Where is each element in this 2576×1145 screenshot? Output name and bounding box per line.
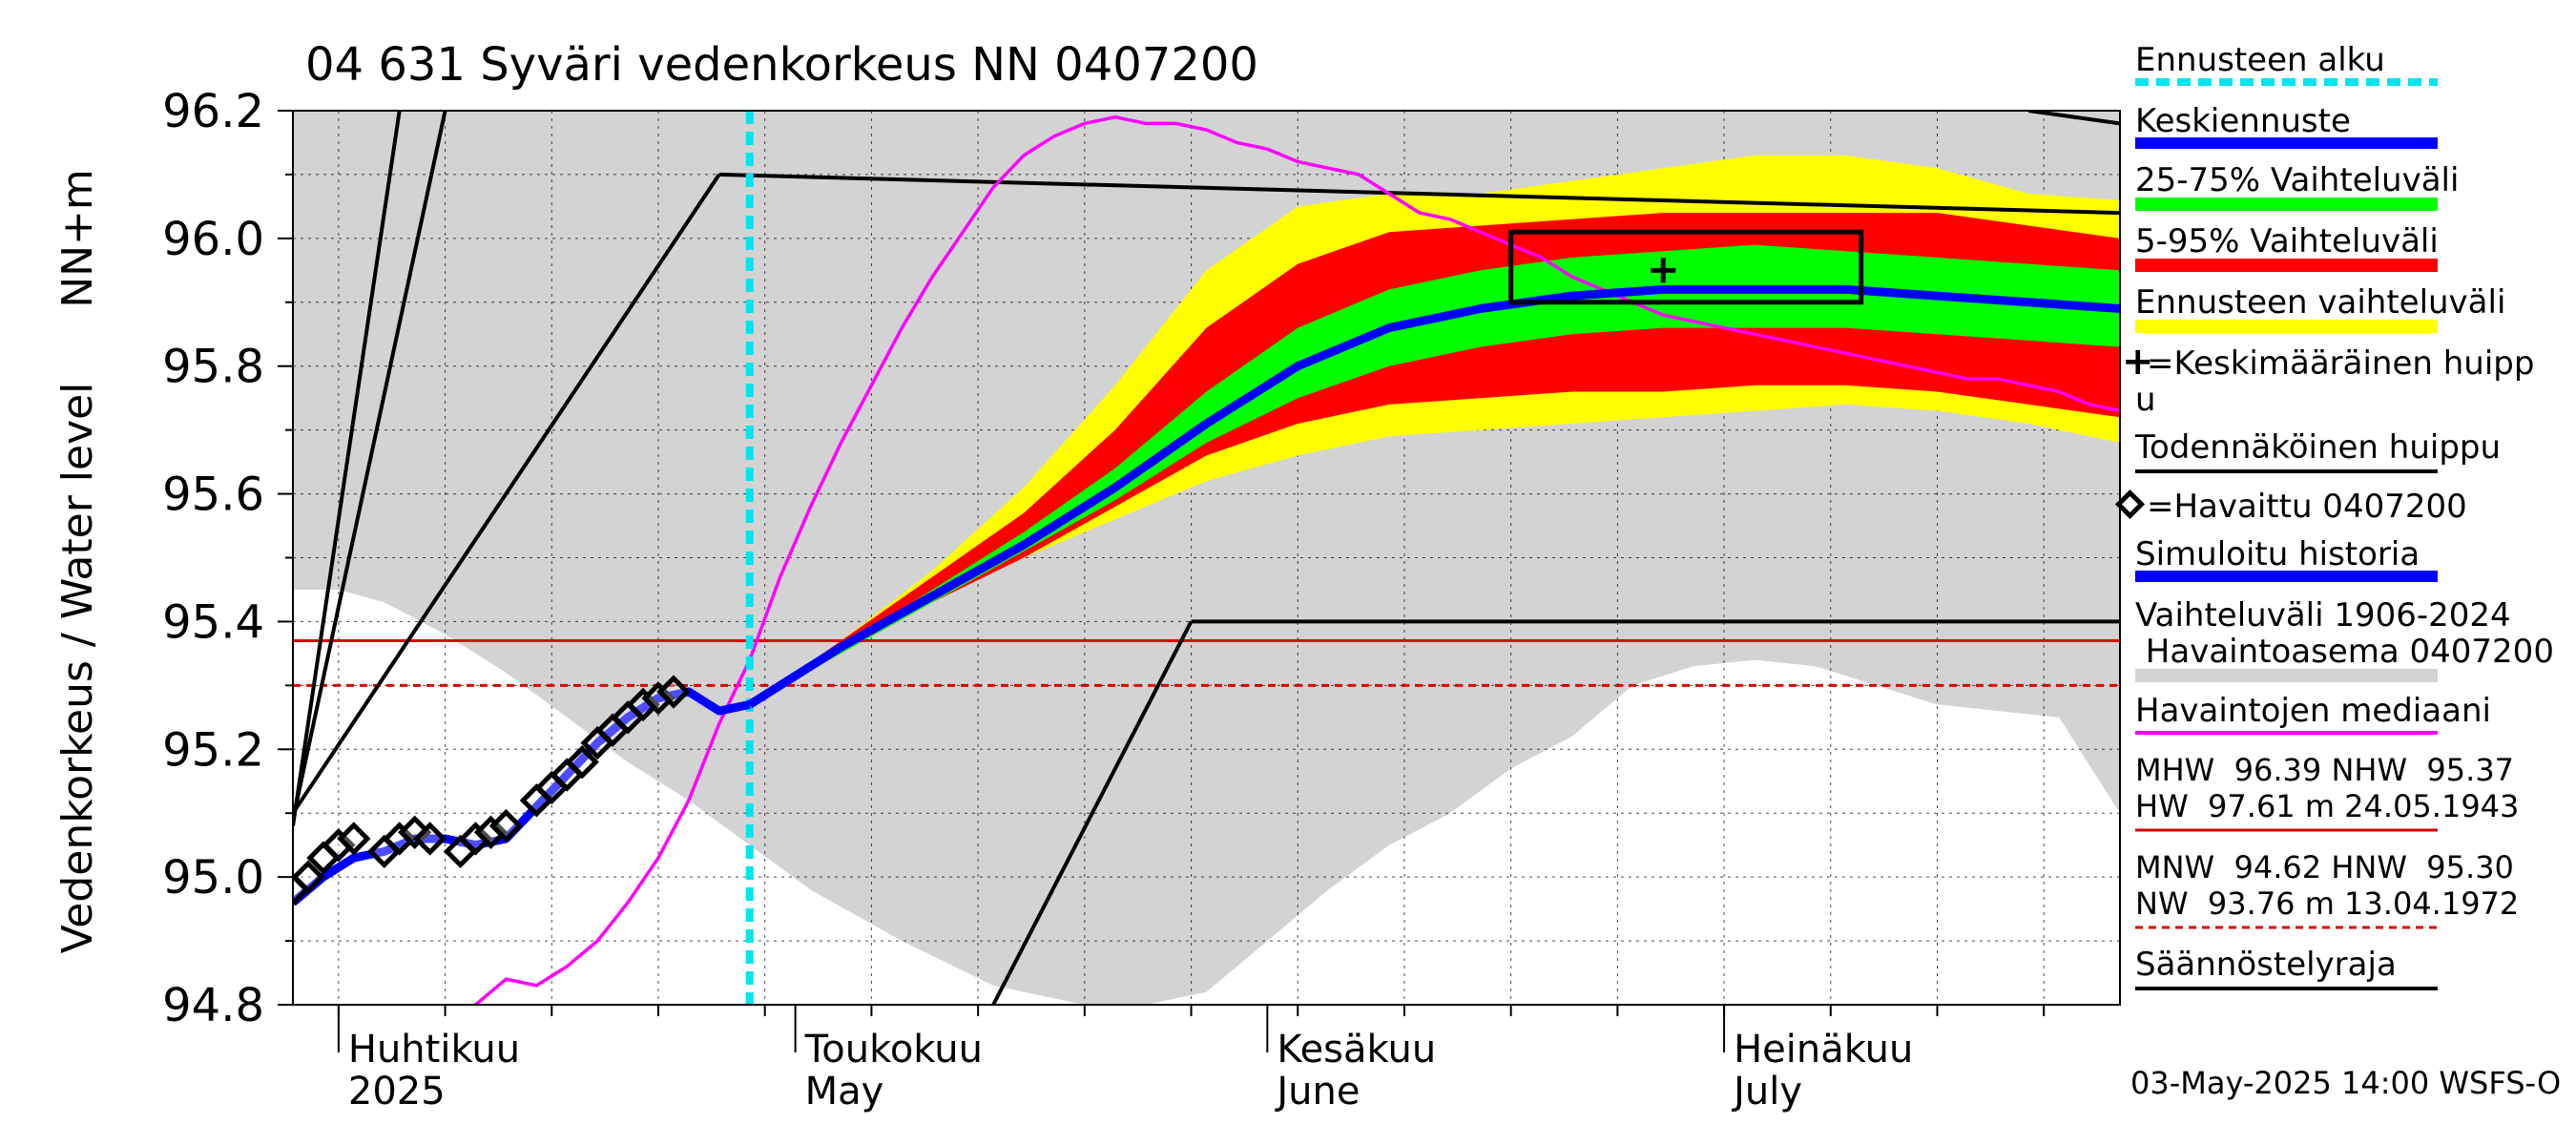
observed-point	[626, 687, 660, 722]
stats-high-line1: MHW 96.39 NHW 95.37	[2135, 752, 2514, 788]
legend-label-25-75: 25-75% Vaihteluväli	[2135, 161, 2459, 199]
y-axis: 94.8 95.0 95.2 95.4 95.6 95.8 96.0 96.2	[162, 85, 293, 1032]
y-axis-label: Vedenkorkeus / Water level	[53, 383, 102, 954]
observed-point	[322, 828, 356, 863]
forecast-5-95-band	[749, 213, 2120, 705]
legend-label-observation-median: Havaintojen mediaani	[2135, 692, 2491, 730]
legend-label-forecast-range: Ennusteen vaihteluväli	[2135, 283, 2505, 322]
x-month-sublabel: 2025	[348, 1070, 446, 1114]
observed-point	[458, 822, 493, 856]
y-tick-label: 95.0	[162, 851, 264, 905]
observed-point	[383, 822, 417, 856]
simulated-history-line	[293, 687, 751, 906]
series-line-layer	[293, 111, 2120, 1005]
legend-label-5-95: 5-95% Vaihteluväli	[2135, 222, 2439, 260]
legend: Ennusteen alku Keskiennuste 25-75% Vaiht…	[2114, 41, 2554, 990]
x-month-label: Huhtikuu	[348, 1028, 520, 1072]
legend-label-simulated-history: Simuloitu historia	[2135, 535, 2420, 573]
y-tick-label: 96.2	[162, 85, 264, 138]
x-month-sublabel: July	[1731, 1070, 1802, 1114]
forecast-25-75-band	[749, 244, 2120, 705]
probable-peak-box	[1508, 229, 1864, 305]
footer-timestamp: 03-May-2025 14:00 WSFS-O	[2130, 1065, 2561, 1101]
regulation-limit-line	[293, 111, 402, 826]
y-tick-label: 96.0	[162, 213, 264, 266]
plot-area	[293, 111, 2120, 1005]
regulation-limit-line	[293, 111, 447, 821]
regulation-limit-line	[293, 173, 721, 815]
legend-label-observed: =Havaittu 0407200	[2147, 488, 2467, 526]
y-axis-unit-label: NN+m	[53, 169, 102, 308]
x-month-label: Heinäkuu	[1734, 1028, 1913, 1072]
observed-point	[397, 815, 432, 849]
y-tick-label: 95.4	[162, 595, 264, 649]
chart-title: 04 631 Syväri vedenkorkeus NN 0407200	[305, 38, 1258, 92]
y-tick-label: 95.8	[162, 341, 264, 394]
observed-point	[473, 815, 509, 849]
median-forecast-line	[747, 284, 2120, 709]
marker-layer	[293, 229, 1864, 907]
stats-high-line2: HW 97.61 m 24.05.1943	[2135, 788, 2519, 824]
legend-label-variation-station: Havaintoasema 0407200	[2135, 633, 2554, 671]
x-month-label: Toukokuu	[804, 1028, 983, 1072]
regulation-limit-line	[718, 172, 2120, 216]
legend-label-median-forecast: Keskiennuste	[2135, 102, 2351, 140]
y-tick-label: 94.8	[162, 979, 264, 1032]
observed-point	[641, 681, 675, 716]
x-month-sublabel: May	[805, 1070, 884, 1114]
legend-label-probable-peak: Todennäköinen huippu	[2134, 428, 2501, 467]
observed-point	[488, 808, 524, 843]
y-tick-label: 95.6	[162, 468, 264, 522]
stats-low-line1: MNW 94.62 HNW 95.30	[2135, 849, 2514, 885]
observed-point	[412, 822, 447, 856]
x-month-sublabel: June	[1274, 1070, 1360, 1114]
regulation-limit-line	[2028, 111, 2120, 126]
legend-label-regulation-limit: Säännöstelyraja	[2135, 946, 2397, 984]
x-month-label: Kesäkuu	[1277, 1028, 1436, 1072]
y-tick-label: 95.2	[162, 723, 264, 777]
observed-point	[337, 822, 371, 856]
legend-marker-diamond	[2114, 489, 2146, 520]
legend-label-forecast-start: Ennusteen alku	[2135, 41, 2385, 79]
observed-point	[293, 860, 325, 894]
legend-label-mean-peak: =Keskimääräinen huipp	[2147, 344, 2534, 383]
observed-point	[656, 675, 691, 709]
regulation-limit-line	[991, 620, 1194, 1005]
legend-marker-plus: +	[2122, 340, 2154, 384]
legend-label-variation-range: Vaihteluväli 1906-2024	[2135, 596, 2511, 635]
stats-low-line2: NW 93.76 m 13.04.1972	[2135, 885, 2519, 922]
legend-label-mean-peak-cont: u	[2135, 381, 2156, 419]
observed-point	[565, 744, 599, 780]
